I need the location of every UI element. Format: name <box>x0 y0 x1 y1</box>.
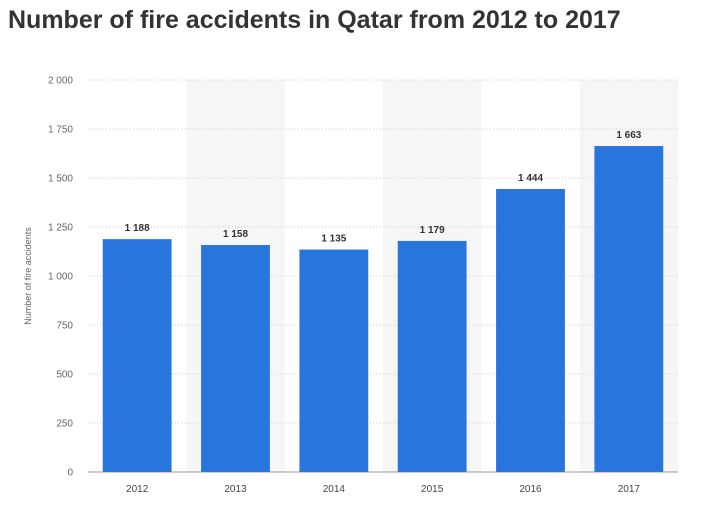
x-tick-label: 2012 <box>126 484 149 495</box>
data-label: 1 663 <box>616 130 641 141</box>
chart-title: Number of fire accidents in Qatar from 2… <box>8 6 621 34</box>
x-tick-label: 2014 <box>323 484 346 495</box>
x-tick-label: 2013 <box>224 484 247 495</box>
data-label: 1 188 <box>125 223 150 234</box>
y-tick-label: 500 <box>56 370 73 381</box>
data-label: 1 158 <box>223 229 248 240</box>
bar <box>201 245 270 472</box>
bar <box>299 249 369 472</box>
y-tick-label: 2 000 <box>48 76 73 87</box>
data-label: 1 444 <box>518 173 543 184</box>
x-tick-label: 2015 <box>421 484 444 495</box>
y-tick-label: 1 250 <box>48 223 73 234</box>
y-tick-label: 1 750 <box>48 125 73 136</box>
bar <box>594 146 664 472</box>
y-tick-label: 750 <box>56 321 73 332</box>
data-label: 1 135 <box>321 234 346 245</box>
y-tick-label: 0 <box>67 468 73 479</box>
x-tick-label: 2016 <box>519 484 542 495</box>
bar <box>102 239 172 472</box>
bar <box>496 188 565 472</box>
bar <box>397 240 467 472</box>
y-tick-label: 1 500 <box>48 174 73 185</box>
y-axis-label: Number of fire accidents <box>23 227 33 325</box>
y-tick-label: 1 000 <box>48 272 73 283</box>
data-label: 1 179 <box>420 225 445 236</box>
y-tick-label: 250 <box>56 419 73 430</box>
x-tick-label: 2017 <box>618 484 641 495</box>
